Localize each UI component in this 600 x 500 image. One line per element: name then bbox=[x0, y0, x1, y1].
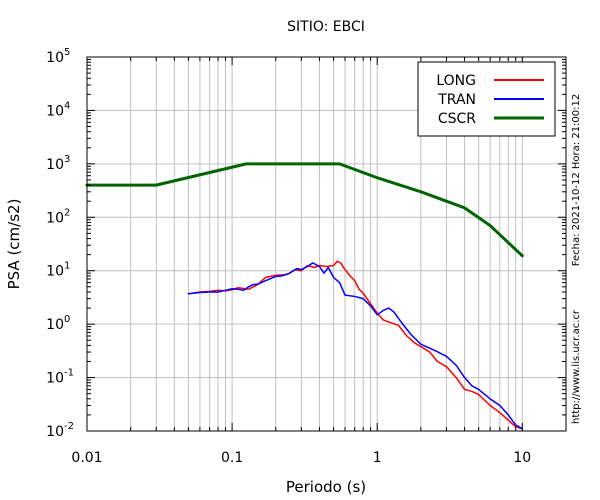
x-tick-label: 1 bbox=[373, 450, 382, 466]
series-line-cscr bbox=[85, 162, 524, 258]
y-tick-exponent: 5 bbox=[64, 47, 70, 58]
y-tick-label: 10 bbox=[46, 50, 64, 66]
y-tick-label: 10 bbox=[46, 210, 64, 226]
x-axis-label: Periodo (s) bbox=[286, 478, 366, 496]
y-tick-exponent: -2 bbox=[64, 421, 74, 432]
series-line-long bbox=[187, 260, 524, 430]
series-layer bbox=[85, 162, 524, 430]
y-tick-exponent: 2 bbox=[64, 207, 70, 218]
y-tick-label: 10 bbox=[46, 317, 64, 333]
plot-frame bbox=[86, 56, 567, 432]
x-tick-label: 0.1 bbox=[221, 450, 243, 466]
legend-label-cscr: CSCR bbox=[438, 111, 476, 127]
y-tick-label: 10 bbox=[46, 157, 64, 173]
y-tick-label: 10 bbox=[46, 103, 64, 119]
y-tick-label: 10 bbox=[46, 371, 64, 387]
y-tick-label: 10 bbox=[46, 424, 64, 440]
x-tick-label: 10 bbox=[513, 450, 531, 466]
y-tick-exponent: 0 bbox=[64, 314, 70, 325]
source-url-label: http://www.lis.ucr.ac.cr bbox=[571, 309, 582, 424]
tick-marks bbox=[86, 57, 567, 432]
y-tick-exponent: 4 bbox=[64, 100, 70, 111]
x-tick-label: 0.01 bbox=[71, 450, 102, 466]
series-line-tran bbox=[187, 262, 524, 430]
legend-label-tran: TRAN bbox=[437, 92, 476, 108]
y-tick-exponent: 3 bbox=[64, 154, 70, 165]
y-tick-exponent: 1 bbox=[64, 261, 70, 272]
x-tick-labels: 0.01 0.1 1 10 bbox=[71, 450, 531, 466]
date-time-label: Fecha: 2021-10-12 Hora: 21:00:12 bbox=[571, 94, 582, 267]
legend: LONG TRAN CSCR bbox=[417, 61, 556, 137]
legend-label-long: LONG bbox=[436, 73, 476, 89]
y-tick-label: 10 bbox=[46, 264, 64, 280]
y-axis-label: PSA (cm/s2) bbox=[5, 199, 23, 290]
y-tick-exponent: -1 bbox=[64, 368, 74, 379]
chart-title: SITIO: EBCI bbox=[287, 19, 365, 35]
